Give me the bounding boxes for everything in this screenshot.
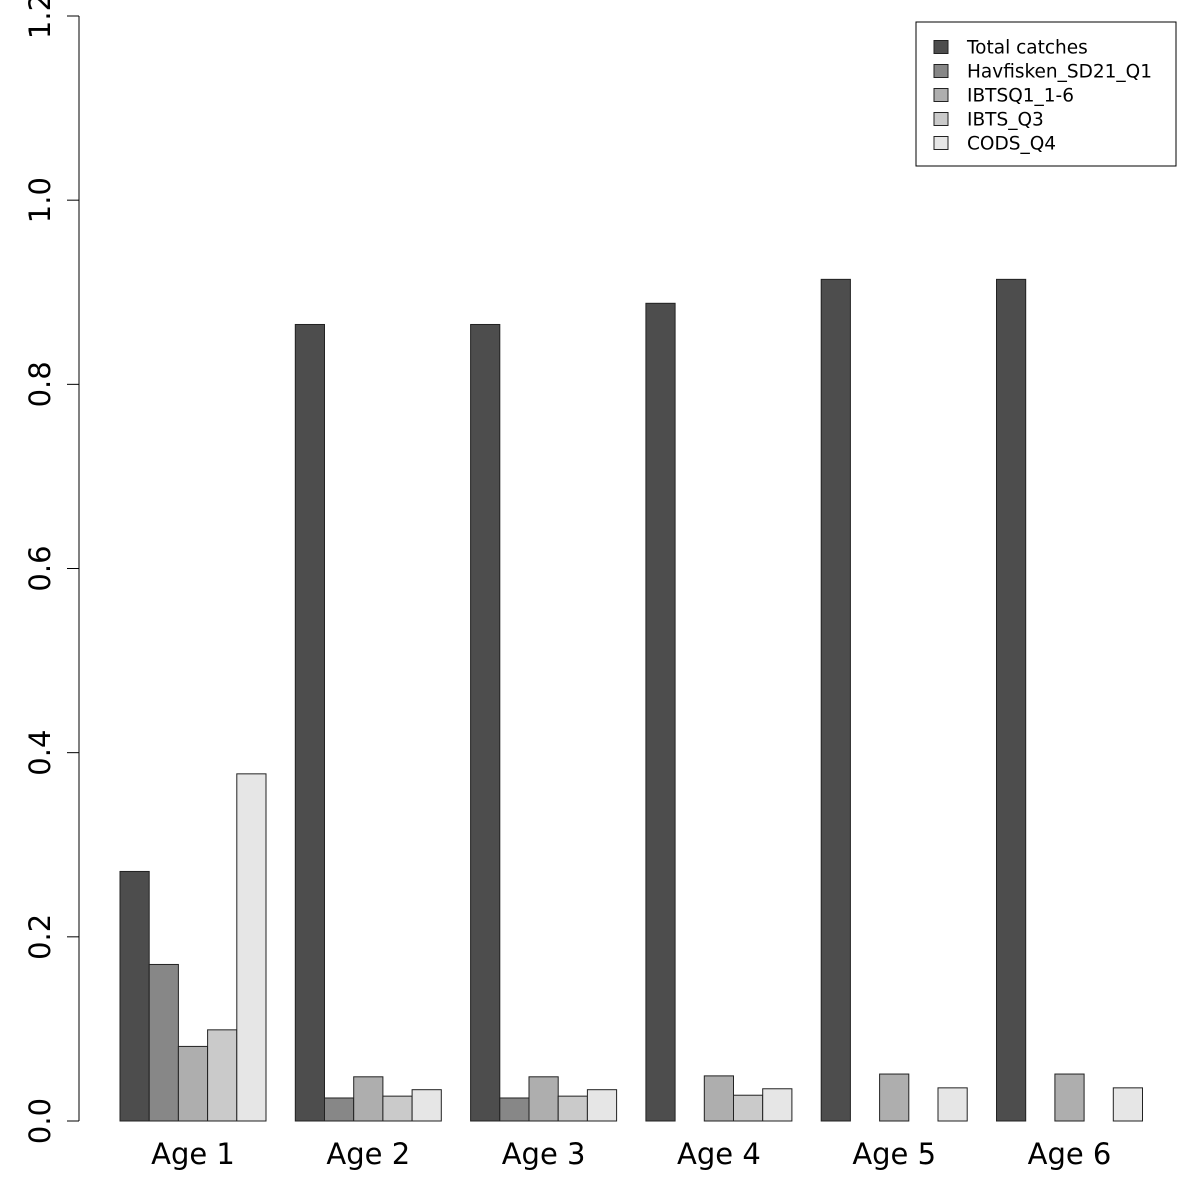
y-tick-label: 0.4 (23, 730, 57, 776)
bar (1112, 1087, 1144, 1122)
y-tick-label: 1.0 (23, 177, 57, 223)
x-category-label: Age 4 (677, 1137, 761, 1171)
y-tick-label: 0.8 (23, 361, 57, 407)
bar (733, 1094, 764, 1122)
bar (645, 302, 676, 1122)
legend: Total catches Havfisken_SD21_Q1 IBTSQ1_1-6… (915, 21, 1177, 167)
x-category-label: Age 1 (151, 1137, 235, 1171)
legend-label: Total catches (966, 38, 1088, 59)
y-axis-ticks: 0.0 0.2 0.4 0.6 0.8 1.0 1.2 (23, 0, 79, 1144)
legend-swatch (933, 64, 949, 78)
bar (586, 1089, 618, 1122)
y-tick-label: 0.2 (23, 914, 57, 960)
bar (411, 1089, 442, 1122)
bar-groups (119, 278, 1144, 1122)
legend-box (915, 21, 1177, 167)
bar (703, 1075, 734, 1122)
legend-item: IBTSQ1_1-6 (933, 86, 1074, 107)
x-category-label: Age 2 (326, 1137, 410, 1171)
y-tick-label: 0.6 (23, 545, 57, 591)
y-tick-label: 1.2 (23, 0, 57, 39)
bar (119, 870, 150, 1122)
bar (499, 1097, 530, 1122)
bar (148, 963, 179, 1122)
bar (1054, 1073, 1085, 1122)
bar (353, 1076, 384, 1122)
bar (762, 1088, 793, 1122)
bar-group (645, 302, 793, 1122)
bar (937, 1087, 968, 1122)
bar (324, 1097, 355, 1122)
legend-label: IBTS_Q3 (967, 110, 1044, 131)
legend-swatch (933, 88, 949, 102)
bar-group (470, 323, 618, 1122)
legend-label: CODS_Q4 (967, 134, 1056, 155)
x-axis-category-labels: Age 1 Age 2 Age 3 Age 4 Age 5 Age 6 (151, 1137, 1111, 1171)
legend-item: IBTS_Q3 (933, 110, 1044, 131)
x-category-label: Age 6 (1028, 1137, 1112, 1171)
bar (557, 1095, 588, 1122)
bar-group (996, 278, 1144, 1122)
y-tick-label: 0.0 (23, 1098, 57, 1144)
legend-item: CODS_Q4 (933, 134, 1056, 155)
legend-label: Havfisken_SD21_Q1 (967, 62, 1152, 83)
bar-group (119, 773, 267, 1122)
legend-swatch (933, 40, 949, 54)
legend-item: Total catches (933, 38, 1088, 59)
legend-swatch (933, 136, 949, 150)
bar (879, 1073, 910, 1122)
x-category-label: Age 3 (502, 1137, 586, 1171)
legend-label: IBTSQ1_1-6 (967, 86, 1074, 107)
bar (820, 278, 851, 1122)
legend-item: Havfisken_SD21_Q1 (933, 62, 1152, 83)
bar (528, 1076, 559, 1122)
bar (470, 323, 501, 1122)
x-category-label: Age 5 (852, 1137, 936, 1171)
legend-swatch (933, 112, 949, 126)
bar (236, 773, 267, 1122)
bar (294, 323, 325, 1122)
bar-group (820, 278, 968, 1122)
bar (207, 1029, 238, 1122)
bar-group (294, 323, 442, 1122)
bar (996, 278, 1027, 1122)
bar (177, 1045, 209, 1122)
bar (382, 1095, 413, 1122)
